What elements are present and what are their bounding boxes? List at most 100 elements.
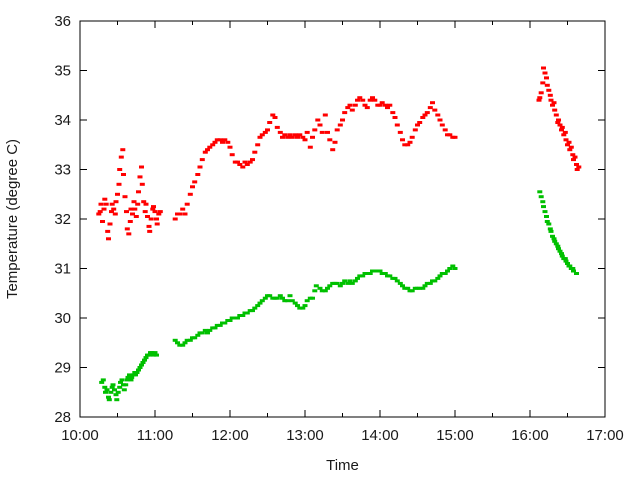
data-point-red bbox=[312, 128, 318, 132]
data-point-red bbox=[379, 101, 385, 105]
data-point-red bbox=[197, 165, 203, 169]
data-point-red bbox=[247, 160, 253, 164]
data-point-green bbox=[304, 299, 310, 303]
data-point-red bbox=[210, 143, 216, 147]
data-point-green bbox=[557, 249, 563, 253]
data-point-red bbox=[190, 185, 195, 189]
data-point-green bbox=[544, 220, 550, 223]
data-point-green bbox=[550, 234, 555, 238]
data-point-red bbox=[317, 123, 323, 127]
data-point-red bbox=[424, 111, 430, 115]
data-point-red bbox=[342, 111, 348, 115]
data-point-green bbox=[117, 385, 123, 389]
data-point-green bbox=[121, 388, 127, 392]
data-point-red bbox=[267, 121, 273, 124]
x-tick-label: 10:00 bbox=[61, 427, 99, 444]
data-point-red bbox=[107, 222, 113, 226]
data-point-red bbox=[572, 155, 578, 159]
data-point-red bbox=[152, 210, 158, 214]
data-point-green bbox=[552, 239, 558, 243]
data-point-red bbox=[345, 106, 351, 110]
data-point-red bbox=[187, 192, 193, 196]
data-point-green bbox=[172, 338, 178, 342]
data-point-green bbox=[312, 289, 318, 293]
data-point-green bbox=[240, 314, 246, 317]
y-tick-label: 35 bbox=[54, 63, 71, 80]
data-point-red bbox=[340, 118, 345, 122]
data-point-red bbox=[555, 121, 561, 124]
data-point-red bbox=[349, 108, 355, 112]
data-point-green bbox=[192, 336, 198, 340]
data-point-green bbox=[133, 373, 138, 377]
data-point-green bbox=[142, 358, 147, 362]
data-point-green bbox=[553, 242, 559, 246]
data-point-green bbox=[437, 274, 443, 278]
data-point-red bbox=[297, 133, 303, 137]
data-point-red bbox=[437, 118, 443, 122]
data-point-red bbox=[409, 135, 415, 139]
data-point-green bbox=[317, 286, 323, 290]
data-point-red bbox=[225, 140, 231, 144]
data-point-green bbox=[541, 205, 546, 209]
data-point-red bbox=[442, 128, 448, 132]
data-point-red bbox=[550, 103, 555, 107]
x-tick-label: 12:00 bbox=[211, 427, 249, 444]
data-point-green bbox=[367, 272, 373, 275]
data-point-red bbox=[357, 96, 363, 100]
data-point-red bbox=[147, 229, 153, 233]
data-point-red bbox=[551, 101, 557, 105]
y-tick-label: 32 bbox=[54, 211, 71, 228]
data-point-green bbox=[154, 353, 159, 357]
data-point-green bbox=[104, 388, 110, 392]
data-point-green bbox=[297, 306, 303, 310]
data-point-red bbox=[257, 135, 263, 139]
data-point-red bbox=[370, 96, 375, 100]
x-tick-label: 17:00 bbox=[586, 427, 624, 444]
data-point-green bbox=[432, 279, 438, 283]
data-point-red bbox=[565, 143, 570, 147]
data-point-red bbox=[115, 192, 120, 196]
data-point-green bbox=[175, 341, 180, 345]
data-point-red bbox=[407, 140, 413, 144]
data-point-red bbox=[220, 140, 225, 144]
data-point-green bbox=[151, 353, 156, 357]
data-point-green bbox=[355, 276, 360, 280]
data-point-red bbox=[192, 180, 198, 184]
data-point-green bbox=[334, 281, 340, 285]
data-point-green bbox=[112, 388, 117, 392]
data-point-green bbox=[559, 252, 564, 256]
data-point-green bbox=[235, 316, 240, 320]
data-point-red bbox=[330, 148, 336, 152]
data-point-red bbox=[141, 200, 147, 204]
data-point-green bbox=[439, 272, 445, 275]
x-axis-label: Time bbox=[326, 457, 359, 474]
data-point-red bbox=[352, 103, 358, 107]
data-point-red bbox=[571, 158, 576, 162]
data-point-red bbox=[143, 202, 149, 206]
data-point-red bbox=[372, 98, 378, 102]
data-point-red bbox=[139, 165, 144, 169]
data-point-green bbox=[551, 237, 557, 241]
y-tick-label: 33 bbox=[54, 162, 71, 179]
data-point-red bbox=[274, 125, 280, 129]
data-point-green bbox=[422, 284, 428, 288]
data-point-green bbox=[300, 306, 306, 310]
data-point-red bbox=[287, 133, 293, 137]
data-point-red bbox=[131, 200, 137, 204]
data-point-green bbox=[99, 380, 105, 384]
data-point-green bbox=[548, 229, 554, 233]
data-point-green bbox=[277, 294, 283, 298]
data-point-red bbox=[122, 195, 128, 199]
data-point-red bbox=[315, 118, 321, 122]
data-point-red bbox=[576, 165, 582, 169]
data-point-red bbox=[142, 210, 148, 214]
data-point-green bbox=[379, 272, 385, 275]
data-point-green bbox=[115, 390, 121, 394]
x-tick-label: 13:00 bbox=[286, 427, 324, 444]
data-point-red bbox=[319, 130, 325, 134]
data-point-red bbox=[337, 123, 343, 127]
data-point-green bbox=[280, 296, 285, 300]
data-point-red bbox=[367, 98, 373, 102]
data-point-red bbox=[240, 165, 246, 169]
